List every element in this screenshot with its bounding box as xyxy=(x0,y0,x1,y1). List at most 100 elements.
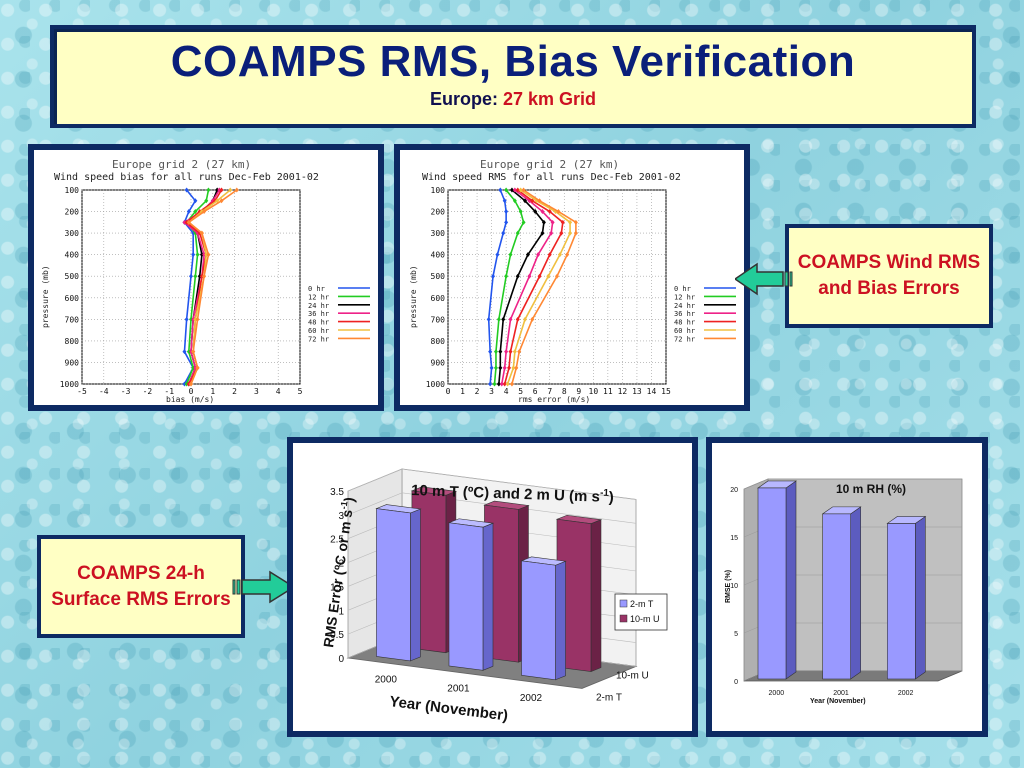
bias-series-point xyxy=(202,273,207,279)
rms-x-tick: 1 xyxy=(460,387,465,396)
rms-x-tick: 6 xyxy=(533,387,538,396)
surface-bar-2mT xyxy=(521,560,556,681)
bias-y-tick: 500 xyxy=(65,272,80,281)
rms-series-point xyxy=(557,252,562,258)
rms-series-point xyxy=(505,381,510,387)
rms-series-point xyxy=(550,219,555,225)
subtitle-prefix: Europe: xyxy=(429,89,498,109)
rms-series-point xyxy=(559,230,564,236)
bias-chart-xlabel: bias (m/s) xyxy=(166,395,214,404)
surface-chart-x-tick: 2001 xyxy=(447,684,470,695)
rms-series-point xyxy=(502,198,507,204)
rms-series-point xyxy=(496,381,501,387)
rh-chart-y-tick: 20 xyxy=(730,487,738,494)
bias-y-tick: 300 xyxy=(65,229,80,238)
bias-series-point xyxy=(206,187,211,193)
rms-series-point xyxy=(492,381,497,387)
rh-chart-xlabel: Year (November) xyxy=(810,698,866,705)
rms-series-point xyxy=(573,230,578,236)
legend-label-2mT: 2-m T xyxy=(630,599,654,609)
rms-series-point xyxy=(495,252,500,258)
rms-chart-xlabel: rms error (m/s) xyxy=(518,395,590,404)
rms-series-point xyxy=(501,316,506,322)
rms-series-point xyxy=(504,273,509,279)
surface-chart-y-tick: 0.5 xyxy=(330,630,344,641)
surface-chart-grid-line xyxy=(347,492,637,524)
surface-chart-y-tick: 3 xyxy=(338,511,344,522)
rms-series-point xyxy=(499,381,504,387)
rms-series-point xyxy=(489,365,494,371)
rms-series-point xyxy=(515,230,520,236)
rms-series-point xyxy=(512,187,517,193)
rms-series-point xyxy=(547,209,552,215)
page-subtitle: Europe: 27 km Grid xyxy=(54,89,972,110)
bias-series-point xyxy=(195,252,200,258)
rms-series-point xyxy=(508,252,513,258)
bias-series-point xyxy=(186,219,191,225)
bias-x-tick: 3 xyxy=(254,387,259,396)
title-box: COAMPS RMS, Bias Verification Europe: 27… xyxy=(50,25,976,128)
rms-series-point xyxy=(546,273,551,279)
bias-y-tick: 100 xyxy=(65,186,80,195)
rh-bar xyxy=(822,513,851,680)
bias-series-point xyxy=(193,316,198,322)
rms-series-point xyxy=(493,365,498,371)
bias-chart: Europe grid 2 (27 km) Wind speed bias fo… xyxy=(41,158,370,404)
rms-series-point xyxy=(493,349,498,355)
rms-x-tick: 4 xyxy=(504,387,509,396)
rms-chart-panel: Europe grid 2 (27 km) Wind speed RMS for… xyxy=(394,144,750,411)
surface-chart-y-tick: 1 xyxy=(338,606,344,617)
bias-y-tick: 900 xyxy=(65,358,80,367)
rms-series-point xyxy=(498,187,503,193)
bias-legend-label: 60 hr xyxy=(308,327,329,335)
surface-bar-10mU-side xyxy=(590,519,602,673)
rms-series-point xyxy=(523,316,528,322)
bias-x-tick: -3 xyxy=(121,387,131,396)
surface-chart-y-tick: 1.5 xyxy=(330,582,344,593)
bias-series-point xyxy=(193,198,198,204)
rms-series-point xyxy=(541,219,546,225)
surface-bar-2mT-side xyxy=(555,560,566,681)
bias-series-point xyxy=(182,381,187,387)
rms-x-tick: 2 xyxy=(475,387,480,396)
bias-y-tick: 1000 xyxy=(60,380,79,389)
rms-legend-label: 12 hr xyxy=(674,293,695,301)
bias-series-point xyxy=(189,273,193,279)
rms-series-point xyxy=(502,365,507,371)
rms-y-tick: 900 xyxy=(431,358,446,367)
rh-chart: 0 5 10 15 20 2000 2001 2002 10 m RH (%) RMSE (%… xyxy=(725,478,963,705)
rms-series-point xyxy=(525,252,530,258)
rms-series-point xyxy=(521,219,526,225)
bias-x-tick: -4 xyxy=(99,387,109,396)
rms-series-point xyxy=(568,230,573,236)
rms-y-tick: 400 xyxy=(431,251,446,260)
bias-series-point xyxy=(199,230,204,236)
surface-bar-2mT-side xyxy=(410,508,421,662)
legend-label-10mU: 10-m U xyxy=(630,614,660,624)
rms-series-point xyxy=(498,349,503,355)
rms-series-point xyxy=(504,209,509,215)
rms-plot-frame xyxy=(447,189,667,385)
surface-errors-callout: COAMPS 24-h Surface RMS Errors xyxy=(37,535,245,638)
rh-bar-side xyxy=(915,515,926,680)
rms-series-point xyxy=(540,209,545,215)
rms-series-point xyxy=(515,316,520,322)
rh-chart-ylabel: RMSE (%) xyxy=(725,570,732,603)
rms-series-point xyxy=(521,187,526,193)
rh-chart-x-tick: 2001 xyxy=(833,690,849,697)
rms-series-point xyxy=(498,365,503,371)
rms-y-tick: 100 xyxy=(431,186,446,195)
rms-x-tick: 3 xyxy=(489,387,494,396)
legend-swatch-2mT xyxy=(619,599,628,608)
bias-series-point xyxy=(186,209,191,215)
bias-series-point xyxy=(184,381,189,387)
surface-chart-legend: 2-m T 10-m U xyxy=(614,593,668,631)
rms-y-tick: 800 xyxy=(431,337,446,346)
surface-bar-2mT-side xyxy=(482,522,494,671)
bias-legend-label: 0 hr xyxy=(308,285,325,293)
surface-chart-xlabel: Year (November) xyxy=(389,693,509,724)
rms-series-point xyxy=(508,316,513,322)
rms-legend-label: 72 hr xyxy=(674,335,695,343)
bias-legend-label: 72 hr xyxy=(308,335,329,343)
